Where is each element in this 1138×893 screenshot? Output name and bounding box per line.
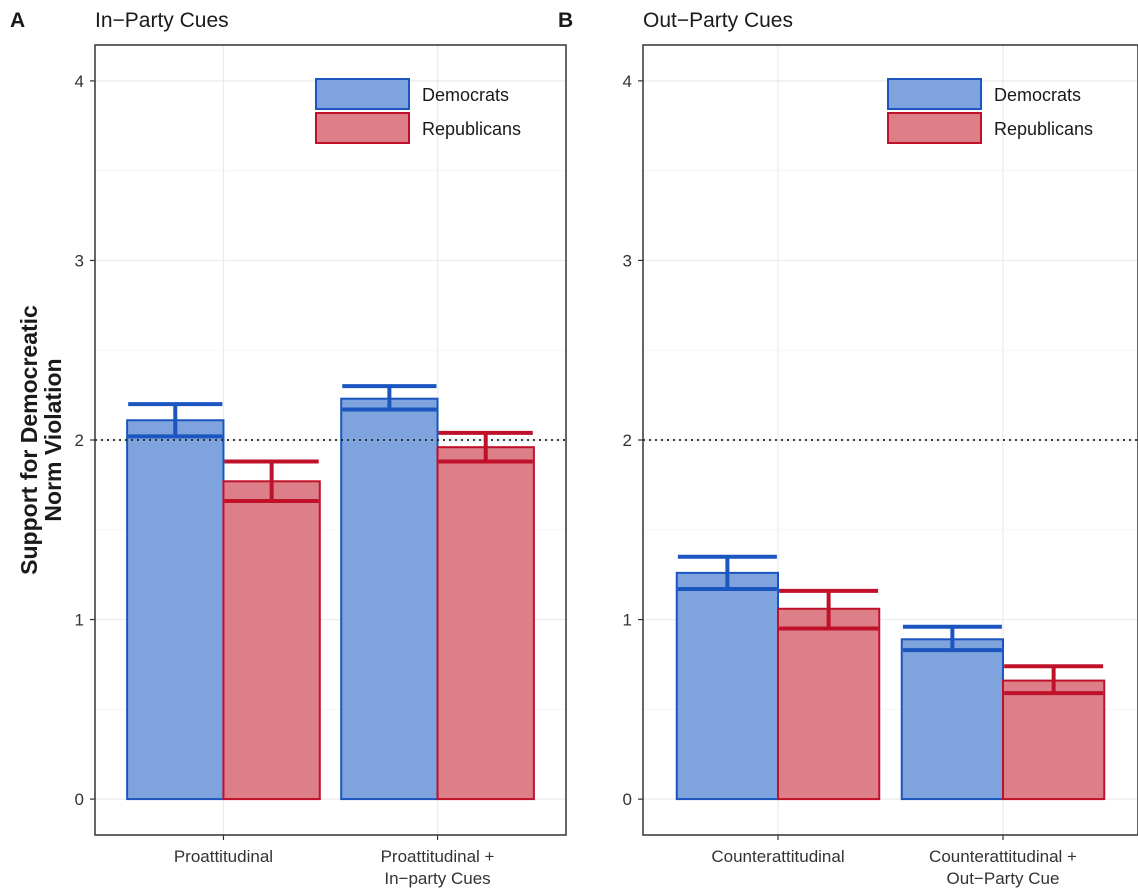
y-tick-label: 4	[75, 72, 84, 91]
legend-label-democrats: Democrats	[422, 85, 509, 105]
panel-title: In−Party Cues	[95, 9, 229, 32]
bar-republicans-2	[436, 446, 535, 801]
bars	[675, 571, 1106, 801]
legend-key-democrats	[315, 78, 410, 110]
legend-key-democrats	[887, 78, 982, 110]
y-tick-label: 4	[623, 72, 632, 91]
bar-democrats-1	[126, 419, 225, 801]
y-tick-label: 2	[75, 431, 84, 450]
legend-key-republicans	[315, 112, 410, 144]
y-axis-label-line-2: Norm Violation	[40, 358, 66, 521]
error-bar-republicans-2	[438, 430, 533, 464]
x-tick-label: Proattitudinal	[174, 847, 273, 866]
error-bar-democrats-1	[677, 554, 777, 592]
error-bar-republicans-2	[1004, 664, 1104, 696]
bar-democrats-1	[675, 571, 779, 801]
bars	[126, 397, 535, 801]
legend-key-republicans	[887, 112, 982, 144]
bar-republicans-1	[222, 480, 321, 801]
y-tick-label: 3	[75, 251, 84, 270]
y-axis: 0 1 2 3 4	[623, 72, 643, 809]
panel-title: Out−Party Cues	[643, 9, 793, 32]
x-axis: Counterattitudinal Counterattitudinal + Ou…	[711, 835, 1077, 888]
x-tick-label: Proattitudinal +	[381, 847, 495, 866]
y-axis-label-line-1: Support for Democreatic	[16, 305, 42, 575]
x-tick-label: Counterattitudinal +	[929, 847, 1077, 866]
x-tick-label: Counterattitudinal	[711, 847, 844, 866]
error-bar-democrats-1	[128, 402, 223, 439]
y-axis: 0 1 2 3 4	[75, 72, 95, 809]
x-tick-label: Out−Party Cue	[947, 869, 1060, 888]
y-tick-label: 3	[623, 251, 632, 270]
panel-letter: A	[10, 9, 25, 32]
legend: Democrats Republicans	[315, 78, 521, 144]
error-bar-democrats-2	[902, 624, 1002, 653]
legend: Democrats Republicans	[887, 78, 1093, 144]
legend-label-democrats: Democrats	[994, 85, 1081, 105]
legend-label-republicans: Republicans	[994, 119, 1093, 139]
bar-democrats-2	[340, 397, 439, 801]
y-tick-label: 0	[623, 790, 632, 809]
y-tick-label: 1	[623, 611, 632, 630]
x-tick-label: In−party Cues	[384, 869, 490, 888]
legend-label-republicans: Republicans	[422, 119, 521, 139]
y-tick-label: 1	[75, 611, 84, 630]
error-bar-republicans-1	[779, 588, 879, 631]
bar-republicans-2	[1002, 679, 1106, 801]
y-tick-label: 0	[75, 790, 84, 809]
bar-democrats-2	[900, 638, 1004, 801]
error-bar-democrats-2	[342, 384, 437, 412]
panel-a: 0 1 2 3 4 Proattitudinal Proattitudinal + In−pa…	[10, 9, 567, 888]
error-bars	[128, 384, 533, 504]
error-bar-republicans-1	[224, 459, 319, 504]
panel-letter: B	[558, 9, 573, 32]
y-tick-label: 2	[623, 431, 632, 450]
x-axis: Proattitudinal Proattitudinal + In−party C…	[174, 835, 495, 888]
error-bars	[677, 554, 1104, 696]
bar-republicans-1	[777, 607, 881, 801]
